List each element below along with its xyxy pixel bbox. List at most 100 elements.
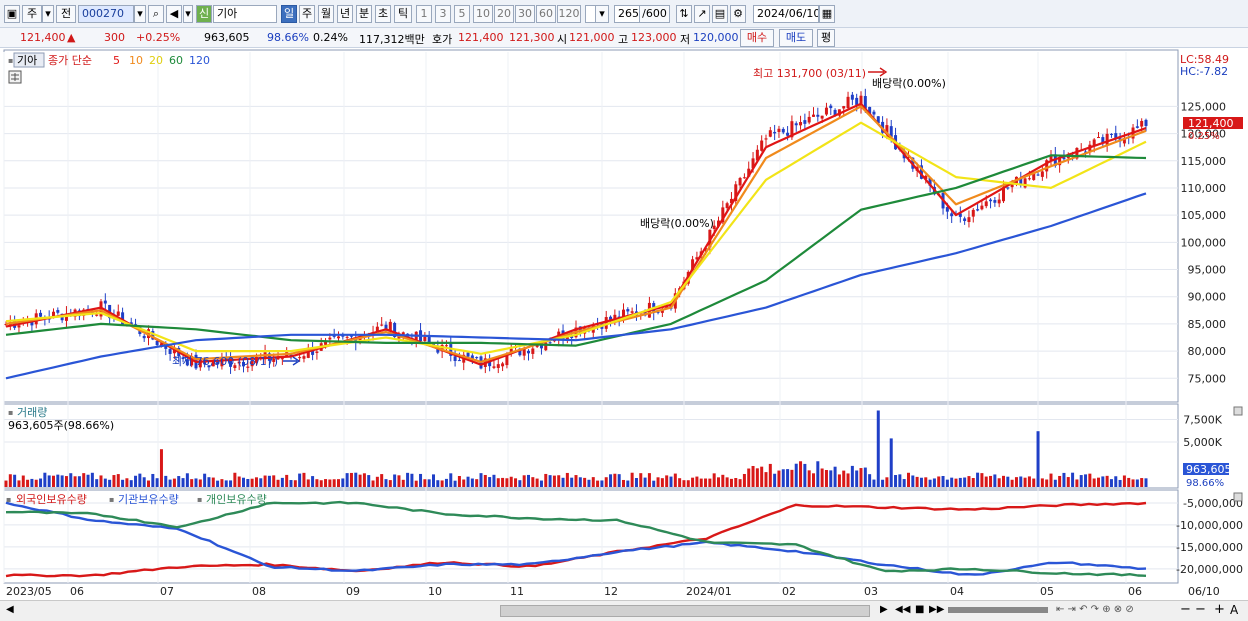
scroll-right-icon[interactable]: ▶: [880, 604, 888, 615]
count-input[interactable]: 265: [614, 5, 640, 23]
candle-body: [30, 321, 34, 326]
volume-bar: [941, 476, 945, 487]
gear-icon[interactable]: ⚙: [730, 5, 746, 23]
volume-bar: [812, 473, 815, 487]
zoom-minus-icon[interactable]: − −: [1180, 602, 1206, 617]
candle-body: [52, 311, 55, 318]
candle-body: [1027, 178, 1031, 180]
eval-button[interactable]: 평: [817, 29, 835, 47]
code-dropdown-icon[interactable]: ▾: [134, 5, 146, 23]
volume-bar: [773, 473, 777, 487]
font-size-icon[interactable]: A: [1230, 603, 1239, 617]
volume-bar: [1135, 479, 1139, 487]
period-minute[interactable]: 분: [356, 5, 372, 23]
period-second[interactable]: 초: [375, 5, 391, 23]
candle-body: [643, 310, 647, 316]
num-10[interactable]: 10: [473, 5, 493, 23]
change-value: 300: [104, 31, 125, 44]
volume-bar: [1040, 478, 1044, 487]
price-tick-label: 100,000: [1181, 236, 1227, 249]
volume-bar: [26, 479, 30, 487]
volume-bar: [738, 479, 742, 487]
volume-bar: [259, 478, 263, 487]
volume-bar: [989, 475, 993, 487]
save-icon[interactable]: ▤: [712, 5, 728, 23]
period-year[interactable]: 년: [337, 5, 353, 23]
x-tick-label: 08: [252, 585, 266, 598]
bottom-scrollbar[interactable]: ◀ ▶ ◀◀ ■ ▶▶ ⇤ ⇥ ↶ ↷ ⊕ ⊗ ⊘ − − + A: [0, 600, 1248, 621]
volume-bar: [73, 476, 77, 487]
volume-bar: [712, 473, 716, 487]
custom-period-dropdown-icon[interactable]: ▾: [595, 5, 609, 23]
volume-close-icon[interactable]: [1233, 406, 1243, 416]
tool-icons[interactable]: ⇤ ⇥ ↶ ↷ ⊕ ⊗ ⊘: [1056, 604, 1134, 615]
stock-name-field[interactable]: 기아: [213, 5, 277, 23]
ma-line-10: [5, 105, 1147, 363]
chart-window-icon[interactable]: ▣: [4, 5, 20, 23]
scroll-thumb[interactable]: [500, 605, 870, 617]
date-input[interactable]: 2024/06/10: [753, 5, 819, 23]
stock-chart[interactable]: 75,00080,00085,00090,00095,000100,000105…: [0, 0, 1248, 600]
stock-code-input[interactable]: 000270: [78, 5, 134, 23]
candle-body: [341, 335, 345, 337]
candle-body: [242, 362, 245, 367]
num-3[interactable]: 3: [435, 5, 451, 23]
num-120[interactable]: 120: [557, 5, 581, 23]
zoom-track[interactable]: [948, 607, 1048, 613]
volume-bar: [345, 473, 349, 487]
volume-bar: [466, 476, 470, 487]
holding-close-icon[interactable]: [1233, 492, 1243, 502]
draw-tool-icon[interactable]: ↗: [694, 5, 710, 23]
rewind-icon[interactable]: ◀◀: [895, 604, 911, 615]
volume-bar: [725, 477, 729, 487]
candle-body: [976, 209, 980, 211]
mode-select[interactable]: 주: [22, 5, 42, 23]
mode-dropdown-icon[interactable]: ▾: [42, 5, 54, 23]
num-5[interactable]: 5: [454, 5, 470, 23]
candle-body: [924, 175, 928, 179]
speaker-icon[interactable]: ◀: [166, 5, 182, 23]
buy-button[interactable]: 매수: [740, 29, 774, 47]
candle-body: [414, 331, 418, 343]
num-20[interactable]: 20: [494, 5, 514, 23]
volume-bar: [95, 479, 99, 487]
forward-icon[interactable]: ▶▶: [929, 604, 945, 615]
volume-bar: [216, 480, 220, 487]
volume-bar: [332, 479, 336, 487]
turnover: 0.24%: [313, 31, 348, 44]
sell-button[interactable]: 매도: [779, 29, 813, 47]
candle-body: [755, 149, 759, 161]
volume-bar: [604, 477, 608, 487]
period-week[interactable]: 주: [299, 5, 315, 23]
volume-bar: [717, 477, 720, 487]
speaker-dropdown-icon[interactable]: ▾: [183, 5, 193, 23]
candle-body: [725, 203, 729, 209]
candle-body: [816, 114, 820, 117]
volume-bar: [669, 476, 673, 487]
zoom-plus-icon[interactable]: +: [1214, 602, 1225, 617]
price-tick-label: 120,000: [1181, 128, 1227, 141]
num-60[interactable]: 60: [536, 5, 556, 23]
scroll-left-icon[interactable]: ◀: [6, 604, 14, 615]
holding-tick-label: -5,000,000: [1183, 497, 1243, 510]
search-icon[interactable]: ⌕: [148, 5, 164, 23]
volume-bar: [99, 475, 103, 487]
volume-bar: [142, 477, 146, 487]
volume-bar: [539, 480, 543, 487]
volume-bar: [535, 478, 539, 487]
calendar-icon[interactable]: ▦: [819, 5, 835, 23]
candle-body: [609, 316, 613, 321]
compare-icon[interactable]: ⇅: [676, 5, 692, 23]
svg-text:▪: ▪: [8, 56, 13, 65]
current-pct-tag: 0.25%: [1188, 131, 1220, 142]
stop-icon[interactable]: ■: [915, 604, 925, 615]
volume-bar: [324, 479, 328, 487]
period-tick[interactable]: 틱: [394, 5, 412, 23]
num-30[interactable]: 30: [515, 5, 535, 23]
period-day[interactable]: 일: [281, 5, 297, 23]
volume-bar: [311, 476, 315, 487]
period-month[interactable]: 월: [318, 5, 334, 23]
prev-button[interactable]: 전: [56, 5, 76, 23]
volume-bar: [436, 480, 440, 487]
num-1[interactable]: 1: [416, 5, 432, 23]
